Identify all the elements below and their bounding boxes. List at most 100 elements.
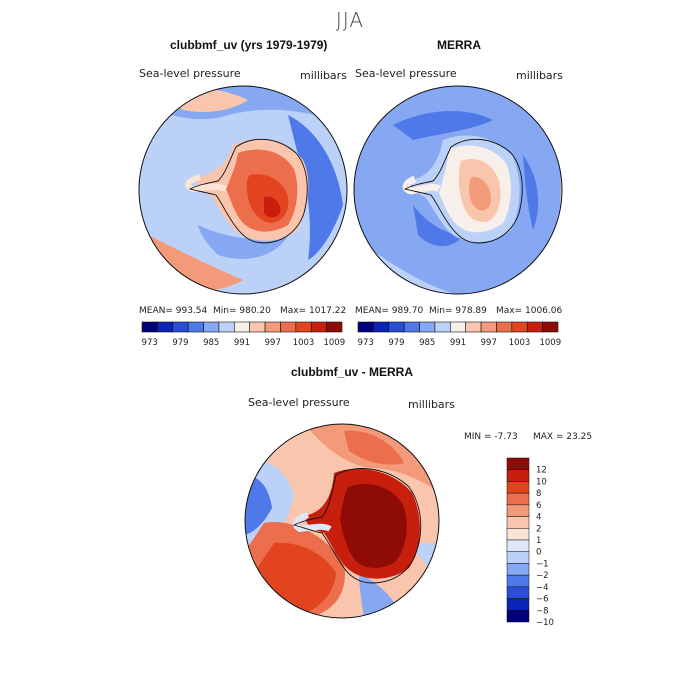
panel-2-colorbar-box (526, 321, 543, 333)
diff-panel-title: clubbmf_uv - MERRA (291, 365, 414, 379)
panel-2-colorbar-box (542, 321, 559, 333)
panel-1-high-peak (264, 196, 281, 218)
panel-2-low-east (523, 155, 539, 230)
diff-high-core (340, 483, 407, 568)
diff-colorbar-tick-label: 0 (536, 548, 541, 558)
panel-1-colorbar-tick-label: 979 (172, 338, 188, 348)
panel-1-colorbar: 973979985991997100310091015 (141, 321, 345, 348)
panel-1-colorbar-tick-label: 1003 (293, 338, 315, 348)
panel-1-colorbar-box (187, 321, 204, 333)
diff-colorbar-tick-label: 2 (536, 524, 541, 534)
panel-2-title: MERRA (437, 38, 481, 52)
diff-colorbar-box (506, 492, 530, 506)
diff-panel-units: millibars (408, 398, 455, 411)
panel-2-colorbar-box (511, 321, 528, 333)
panel-2-colorbar-box (434, 321, 451, 333)
diff-colorbar-box (506, 528, 530, 541)
panel-2-units: millibars (516, 69, 563, 82)
panel-2-colorbar-box (419, 321, 436, 333)
diff-colorbar-tick-label: 8 (536, 489, 541, 499)
panel-2-field-label: Sea-level pressure (355, 67, 457, 80)
panel-2-peninsula-warm (402, 175, 441, 195)
panel-1-colorbar-tick-label: 997 (265, 338, 281, 348)
diff-colorbar-tick-label: −6 (536, 595, 549, 605)
panel-2-colorbar-tick-label: 991 (450, 338, 466, 348)
diff-panel-field-label: Sea-level pressure (248, 396, 350, 409)
panel-1-colorbar-box (157, 321, 174, 333)
diff-colorbar-tick-label: 12 (536, 466, 547, 476)
panel-1-mean: MEAN= 993.54 (139, 306, 208, 316)
diff-colorbar-box (506, 457, 530, 470)
panel-1-colorbar-box (172, 321, 189, 333)
panel-2-colorbar-tick-label: 973 (358, 338, 374, 348)
panel-2-low-south (413, 205, 463, 247)
panel-2-colorbar-box (357, 321, 374, 333)
panel-2-map (353, 85, 563, 295)
panel-1-map (138, 85, 348, 295)
diff-colorbar-tick-label: 10 (536, 477, 547, 487)
diff-colorbar-box (506, 574, 530, 588)
panel-2-max: Max= 1006.06 (496, 306, 563, 316)
panel-2-colorbar-box (388, 321, 405, 333)
panel-2-colorbar-box (496, 321, 513, 333)
diff-panel-map (244, 423, 440, 619)
diff-coastline (292, 468, 422, 584)
diff-contour-east-cool (404, 543, 439, 588)
panel-1-max: Max= 1017.22 (280, 306, 347, 316)
diff-colorbar-box (506, 610, 530, 623)
panel-2-low-north (393, 110, 493, 140)
diff-colorbar-box (506, 563, 530, 576)
diff-colorbar-box (506, 598, 530, 611)
panel-2-mean: MEAN= 989.70 (355, 306, 424, 316)
diff-colorbar-tick-label: −10 (536, 618, 554, 627)
panel-1-colorbar-box (326, 321, 343, 333)
panel-2-colorbar-tick-label: 997 (481, 338, 497, 348)
panel-1-colorbar-box (249, 321, 266, 333)
panel-2-colorbar-tick-label: 1009 (539, 338, 561, 348)
panel-1-colorbar-box (203, 321, 220, 333)
diff-map-border (244, 423, 440, 619)
diff-colorbar-box (506, 469, 530, 482)
diff-panel-min: MIN = -7.73 (464, 432, 518, 442)
panel-1-field-label: Sea-level pressure (139, 67, 241, 80)
panel-1-contour-east (288, 115, 343, 260)
panel-2-colorbar-tick-label: 985 (419, 338, 435, 348)
diff-colorbar-box (506, 504, 530, 517)
panel-1-coastline (188, 138, 308, 244)
panel-1-colorbar-box (295, 321, 312, 333)
panel-2-colorbar-box (450, 321, 466, 333)
panel-1-colorbar-box (264, 321, 281, 333)
panel-2-coastline (403, 138, 523, 244)
panel-2-high-core (469, 176, 491, 211)
panel-2-min: Min= 978.89 (429, 306, 487, 316)
diff-colorbar-box (506, 516, 530, 529)
diff-colorbar-box (506, 481, 530, 494)
diff-colorbar-box (506, 551, 530, 564)
diff-colorbar-tick-label: 4 (536, 513, 541, 523)
diff-colorbar-tick-label: −1 (536, 559, 549, 569)
panel-2-colorbar-box (373, 321, 390, 333)
diff-contour-west-low (245, 477, 272, 535)
panel-2-map-border (353, 85, 563, 295)
panel-1-colorbar-tick-label: 973 (142, 338, 158, 348)
diff-colorbar-tick-label: −4 (536, 583, 549, 593)
panel-1-contour-south (198, 225, 288, 259)
panel-2-colorbar-box (480, 321, 497, 333)
diff-colorbar-tick-label: 6 (536, 501, 541, 511)
panel-1-map-border (138, 85, 348, 295)
panel-1-title: clubbmf_uv (yrs 1979-1979) (170, 38, 328, 52)
panel-1-colorbar-box (218, 321, 235, 333)
panel-1-peninsula-warm (185, 174, 228, 193)
panel-1-colorbar-box (310, 321, 327, 333)
diff-panel-max: MAX = 23.25 (533, 432, 593, 442)
diff-colorbar-tick-label: −2 (536, 571, 549, 581)
diff-contour-north-core (344, 430, 404, 465)
panel-1-colorbar-box (141, 321, 158, 333)
diff-colorbar-tick-label: 1 (536, 536, 541, 546)
panel-1-min: Min= 980.20 (213, 306, 271, 316)
panel-1-colorbar-box (234, 321, 250, 333)
panel-2-colorbar-box (403, 321, 420, 333)
panel-1-colorbar-box (280, 321, 297, 333)
diff-colorbar-tick-label: −8 (536, 606, 549, 616)
